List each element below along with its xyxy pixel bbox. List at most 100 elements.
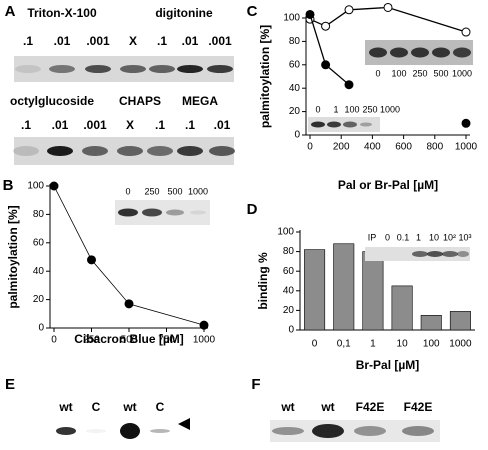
label: F42E (404, 400, 433, 414)
label: 80 (283, 246, 295, 257)
band (412, 251, 428, 257)
label: 0 (307, 142, 313, 153)
label: 0 (312, 339, 318, 350)
label: 10 (397, 339, 409, 350)
band (85, 65, 111, 73)
label: octylglucoside (10, 94, 94, 108)
label: 100 (27, 181, 44, 192)
label: X (126, 118, 134, 132)
band (147, 146, 173, 156)
label: palmitoylation [%] (6, 205, 20, 308)
label: 0 (375, 68, 380, 78)
label: 60 (289, 59, 301, 70)
label: 250 (412, 68, 427, 78)
arrow (178, 418, 190, 430)
label: 80 (289, 36, 301, 47)
band (343, 121, 357, 128)
label: 0 (288, 325, 294, 336)
label: binding % (256, 252, 270, 310)
label: 100 (283, 13, 300, 24)
point (305, 9, 315, 19)
label: 250 (362, 104, 377, 114)
band (390, 47, 408, 58)
band (47, 146, 73, 156)
point (344, 80, 354, 90)
point (199, 320, 209, 330)
blot (270, 420, 440, 442)
band (453, 47, 471, 58)
label: 250 (83, 335, 100, 346)
label: 100 (344, 104, 359, 114)
label: 1000 (380, 104, 400, 114)
label: 600 (395, 142, 412, 153)
band (442, 251, 458, 257)
bar (333, 243, 355, 331)
band (207, 65, 233, 73)
label: 500 (167, 186, 182, 196)
label: 200 (333, 142, 350, 153)
label: 0,1 (337, 339, 351, 350)
label: .1 (21, 118, 31, 132)
label: 750 (158, 335, 175, 346)
band (311, 121, 325, 128)
label: E (5, 376, 15, 393)
label: .1 (155, 118, 165, 132)
band (457, 251, 469, 257)
bar (391, 285, 413, 331)
label: Triton-X-100 (27, 6, 97, 20)
label: A (5, 3, 16, 20)
label: 0.1 (397, 232, 410, 242)
label: 100 (423, 339, 440, 350)
band (360, 122, 372, 127)
label: 10 (429, 232, 439, 242)
point (321, 60, 331, 70)
label: D (247, 201, 258, 218)
label: 500 (121, 335, 138, 346)
label: CHAPS (119, 94, 161, 108)
point (461, 27, 471, 37)
label: wt (320, 400, 334, 414)
label: 0 (385, 232, 390, 242)
label: Pal or Br-Pal [µM] (338, 178, 438, 192)
label: 800 (426, 142, 443, 153)
label: C (156, 400, 165, 414)
band (427, 251, 443, 257)
label: B (3, 177, 14, 194)
point (87, 255, 96, 265)
label: 100 (277, 227, 294, 238)
label: C (92, 400, 101, 414)
band (15, 65, 41, 73)
band (166, 209, 184, 216)
band (369, 47, 387, 58)
label: digitonine (155, 6, 213, 20)
band (86, 429, 106, 433)
label: 1 (370, 339, 376, 350)
band (150, 429, 170, 433)
label: palmitoylation [%] (258, 25, 272, 128)
band (190, 210, 206, 215)
label: 40 (33, 266, 45, 277)
band (120, 65, 146, 73)
label: wt (58, 400, 72, 414)
label: 0 (51, 335, 57, 346)
band (118, 208, 138, 217)
label: 500 (433, 68, 448, 78)
label: F (251, 376, 260, 393)
label: 60 (33, 237, 45, 248)
band (312, 424, 344, 438)
point (321, 21, 331, 31)
label: .1 (23, 34, 33, 48)
label: 60 (283, 266, 295, 277)
band (209, 146, 235, 156)
label: 1 (333, 104, 338, 114)
label: 1000 (449, 339, 472, 350)
band (13, 146, 39, 156)
label: 80 (33, 209, 45, 220)
band (56, 427, 76, 435)
line (53, 185, 205, 326)
label: .01 (54, 34, 71, 48)
label: IP (368, 232, 377, 242)
band (272, 427, 304, 435)
bar (449, 311, 471, 331)
